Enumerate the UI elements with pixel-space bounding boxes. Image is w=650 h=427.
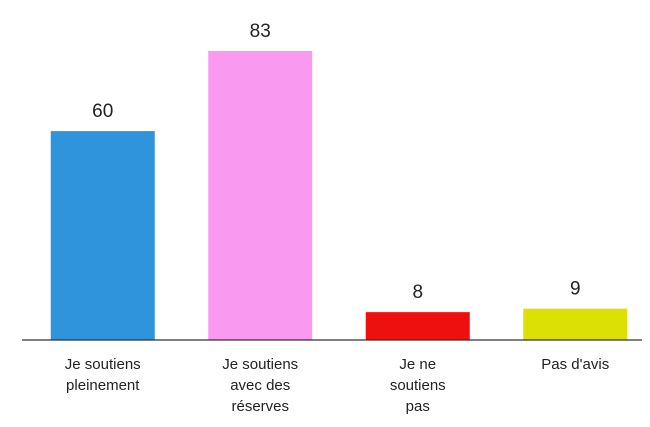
data-label: 9 [570,279,581,300]
bar [523,308,628,340]
bar [50,131,155,340]
data-label: 83 [250,21,271,42]
bar [208,51,313,340]
x-tick-label: Pas d'avis [541,356,610,373]
data-label: 60 [92,101,113,122]
bar [365,312,470,340]
x-tick-label: Je soutiens pleinement [64,356,141,394]
data-label: 8 [412,282,423,303]
x-tick-label: Je ne soutiens pas [389,356,446,415]
x-tick-label: Je soutiens avec des réserves [222,356,299,415]
